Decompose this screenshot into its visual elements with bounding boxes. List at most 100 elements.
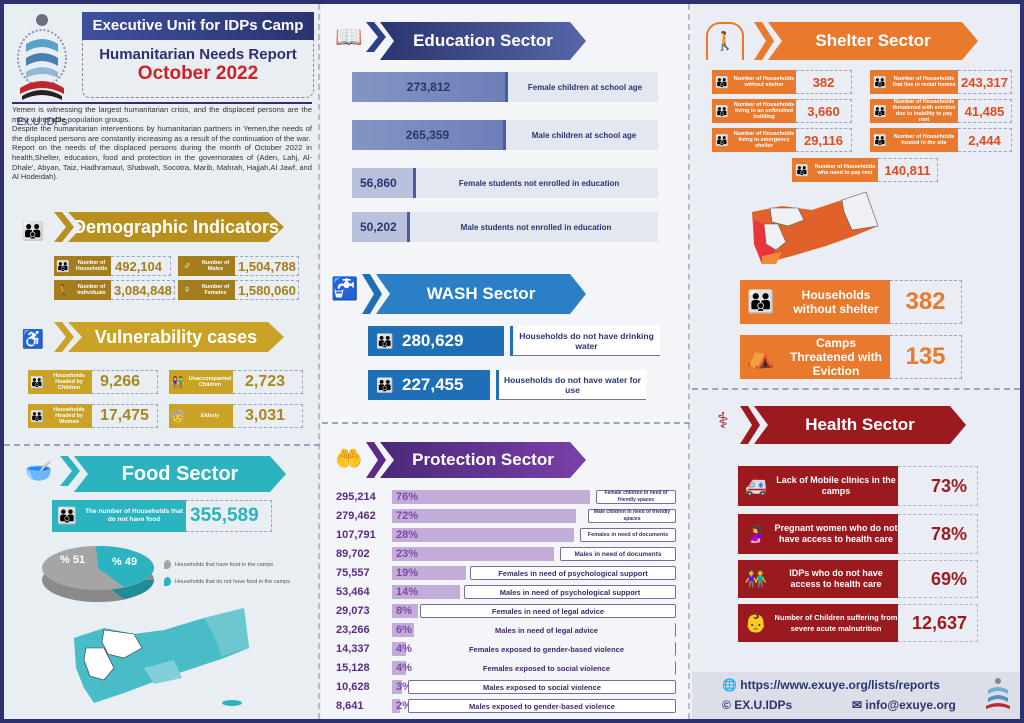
vulnerability-value: 2,723 bbox=[233, 370, 303, 394]
shelter-tile: 👪 Number of Households without shelter bbox=[712, 70, 796, 94]
tent-person-icon: ⛺ bbox=[747, 344, 775, 369]
protection-row: 29,073 8% Females in need of legal advice bbox=[336, 603, 676, 619]
middle-column: 📖 Education Sector 273,812 Female childre… bbox=[322, 4, 690, 719]
vulnerability-tile: 👪 Households Headed by Women bbox=[28, 404, 92, 428]
health-tile: 🤰 Pregnant women who do not have access t… bbox=[738, 514, 898, 554]
intro-p3: Report on the needs of the displaced per… bbox=[12, 143, 312, 182]
protection-row: 295,214 76% Female children in need of fri… bbox=[336, 489, 676, 505]
pregnant-woman-icon: 🤰 bbox=[744, 523, 768, 544]
copyright-icon: © bbox=[722, 698, 735, 712]
shelter-tile: 👪 Number of Households who need to pay re… bbox=[792, 158, 878, 182]
demographic-value-females: 1,580,060 bbox=[235, 280, 299, 300]
report-title: Humanitarian Needs Report bbox=[99, 46, 297, 63]
section-banner-education: Education Sector bbox=[380, 22, 586, 60]
shelter-value: 3,660 bbox=[796, 99, 852, 123]
protection-row: 75,557 19% Females in need of psychologica… bbox=[336, 565, 676, 581]
chevron-icon bbox=[60, 456, 80, 486]
education-row: 50,202 Male students not enrolled in educ… bbox=[352, 212, 658, 242]
grey-marker-icon bbox=[164, 560, 171, 569]
chevron-icon bbox=[366, 22, 386, 52]
intro-p1: Yemen is witnessing the largest humanita… bbox=[12, 105, 312, 124]
family-icon: 👪 bbox=[21, 221, 45, 241]
protection-row: 23,266 6% Males in need of legal advice bbox=[336, 622, 676, 638]
education-row: 273,812 Female children at school age bbox=[352, 72, 658, 102]
family-icon: 👪 bbox=[715, 134, 729, 147]
logo-text: Ex.U.IDPs bbox=[16, 116, 68, 128]
shelter-tile: 👪 Number of Households hosted in the site bbox=[870, 128, 958, 152]
health-value: 12,637 bbox=[898, 604, 978, 642]
shelter-tile: 👪 Number of Households threatened with ev… bbox=[870, 99, 958, 123]
health-value: 69% bbox=[898, 560, 978, 598]
shelter-tile: 👪 Number of Households that live in renta… bbox=[870, 70, 958, 94]
health-value: 73% bbox=[898, 466, 978, 506]
teal-marker-icon bbox=[164, 577, 171, 586]
protection-row: 10,628 3% Males exposed to social violence bbox=[336, 679, 676, 695]
email-link[interactable]: ✉ info@exuye.org bbox=[852, 698, 956, 712]
website-link[interactable]: 🌐 https://www.exuye.org/lists/reports bbox=[722, 678, 940, 692]
vulnerability-value: 3,031 bbox=[233, 404, 303, 428]
health-tile: 👶 Number of Children suffering from sever… bbox=[738, 604, 898, 642]
households-without-shelter-tile: 👪 Households without shelter bbox=[740, 280, 890, 324]
shelter-value: 2,444 bbox=[958, 128, 1012, 152]
camps-threatened-tile: ⛺ Camps Threatened with Eviction bbox=[740, 335, 890, 379]
family-icon: 👪 bbox=[30, 376, 44, 389]
wash-row: 👪 280,629 Households do not have drinking … bbox=[368, 326, 660, 356]
report-title-box: Humanitarian Needs Report October 2022 bbox=[82, 40, 314, 98]
protection-row: 8,641 2% Males exposed to gender-based vio… bbox=[336, 698, 676, 714]
section-banner-health: Health Sector bbox=[754, 406, 966, 444]
children-icon: 👫 bbox=[171, 376, 185, 389]
intro-p2: Despite the humanitarian interventions b… bbox=[12, 124, 312, 143]
family-icon: 👪 bbox=[56, 260, 70, 273]
legend-item: Households that have food in the camps bbox=[164, 560, 290, 569]
camps-threatened-value: 135 bbox=[890, 335, 962, 379]
vulnerability-tile: 👪 Households Headed by Children bbox=[28, 370, 92, 394]
protection-row: 14,337 4% Females exposed to gender-based … bbox=[336, 641, 676, 657]
food-legend: Households that have food in the camps H… bbox=[164, 560, 290, 586]
caduceus-icon: ⚕ bbox=[717, 408, 729, 433]
book-icon: 📖 bbox=[335, 24, 363, 49]
family-icon: 👪 bbox=[873, 134, 887, 147]
protection-row: 15,128 4% Females exposed to social violen… bbox=[336, 660, 676, 676]
copyright: © EX.U.IDPs bbox=[722, 698, 793, 712]
protection-row: 107,791 28% Females in need of documents bbox=[336, 527, 676, 543]
vulnerability-value: 17,475 bbox=[92, 404, 158, 428]
family-icon: 👪 bbox=[376, 332, 394, 349]
vulnerability-value: 9,266 bbox=[92, 370, 158, 394]
wheelchair-icon: ♿ bbox=[21, 329, 45, 349]
section-banner-wash: WASH Sector bbox=[376, 274, 586, 314]
shelter-value: 41,485 bbox=[958, 99, 1012, 123]
family-icon: 👪 bbox=[873, 76, 887, 89]
shelter-tile: 👪 Number of Households living in emergenc… bbox=[712, 128, 796, 152]
family-icon: 👪 bbox=[715, 105, 729, 118]
family-icon: 👪 bbox=[747, 289, 775, 314]
shelter-value: 140,811 bbox=[878, 158, 938, 182]
water-tap-icon: 🚰 bbox=[331, 276, 359, 301]
vulnerability-tile: 🧓 Elderly bbox=[169, 404, 233, 428]
house-person-icon: 🚶 bbox=[706, 22, 744, 60]
divider bbox=[4, 444, 320, 446]
report-month: October 2022 bbox=[137, 63, 259, 84]
households-without-shelter-value: 382 bbox=[890, 280, 962, 324]
demographic-value-males: 1,504,788 bbox=[235, 256, 299, 276]
intro-text: Yemen is witnessing the largest humanita… bbox=[12, 105, 312, 182]
chevron-icon bbox=[362, 274, 382, 314]
section-banner-protection: Protection Sector bbox=[380, 442, 586, 478]
food-bowl-icon: 🥣 bbox=[25, 458, 53, 483]
demographic-tile-females: ♀ Number of Females bbox=[178, 280, 235, 300]
health-tile: 🚑 Lack of Mobile clinics in the camps bbox=[738, 466, 898, 506]
food-households-value: 355,589 bbox=[186, 500, 272, 532]
section-banner-vulnerability: Vulnerability cases bbox=[68, 322, 284, 352]
shelter-value: 243,317 bbox=[958, 70, 1012, 94]
shelter-yemen-map bbox=[742, 190, 902, 274]
education-row: 265,359 Male children at school age bbox=[352, 120, 658, 150]
demographic-value-households: 492,104 bbox=[111, 256, 171, 276]
health-value: 78% bbox=[898, 514, 978, 554]
demographic-tile-males: ♂ Number of Males bbox=[178, 256, 235, 276]
logo: Ex.U.IDPs bbox=[12, 10, 72, 128]
family-icon: 👪 bbox=[376, 376, 394, 393]
envelope-icon: ✉ bbox=[852, 698, 866, 712]
family-icon: 👪 bbox=[873, 105, 887, 118]
walking-person-icon: 🚶 bbox=[56, 284, 70, 297]
protection-row: 53,464 14% Males in need of psychological … bbox=[336, 584, 676, 600]
section-banner-shelter: Shelter Sector bbox=[768, 22, 978, 60]
